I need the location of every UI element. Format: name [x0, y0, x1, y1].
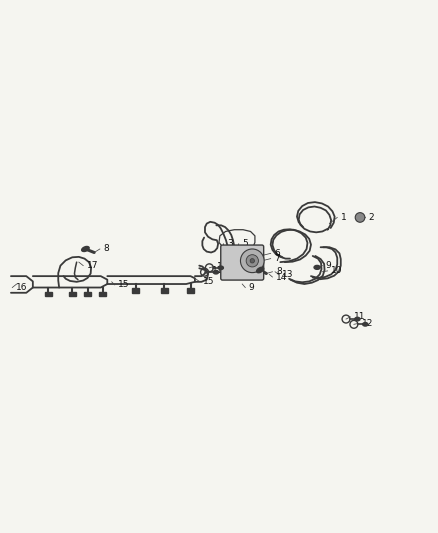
- Ellipse shape: [81, 246, 89, 252]
- Bar: [99, 292, 106, 296]
- Text: 8: 8: [276, 267, 282, 276]
- Text: 16: 16: [16, 283, 27, 292]
- Circle shape: [240, 249, 264, 273]
- Ellipse shape: [355, 317, 360, 321]
- Text: 7: 7: [274, 254, 280, 263]
- Text: 15: 15: [118, 280, 130, 289]
- Circle shape: [250, 259, 254, 263]
- Text: 12: 12: [362, 319, 373, 328]
- Text: 11: 11: [354, 312, 365, 321]
- Bar: [45, 292, 52, 296]
- Bar: [187, 288, 194, 293]
- Circle shape: [355, 213, 365, 222]
- Ellipse shape: [257, 267, 264, 273]
- Ellipse shape: [314, 265, 320, 269]
- Text: 15: 15: [203, 277, 214, 286]
- Text: 3: 3: [227, 239, 233, 248]
- Text: 11: 11: [212, 266, 224, 276]
- Ellipse shape: [213, 270, 219, 274]
- Ellipse shape: [218, 266, 223, 270]
- Text: 13: 13: [282, 270, 293, 279]
- Text: 6: 6: [274, 249, 280, 258]
- Bar: [84, 292, 91, 296]
- Bar: [69, 292, 76, 296]
- FancyBboxPatch shape: [221, 245, 264, 280]
- Text: 2: 2: [368, 213, 374, 222]
- Text: 8: 8: [103, 245, 109, 254]
- Text: 1: 1: [341, 213, 346, 222]
- Ellipse shape: [363, 322, 368, 326]
- Bar: [161, 288, 168, 293]
- Text: 17: 17: [87, 261, 98, 270]
- Circle shape: [246, 255, 258, 267]
- Text: 5: 5: [242, 239, 248, 248]
- Text: 14: 14: [276, 272, 287, 281]
- Text: 12: 12: [217, 262, 229, 271]
- Text: 10: 10: [331, 266, 343, 276]
- Text: 9: 9: [326, 261, 332, 270]
- Bar: [132, 288, 139, 293]
- Text: 9: 9: [249, 283, 254, 292]
